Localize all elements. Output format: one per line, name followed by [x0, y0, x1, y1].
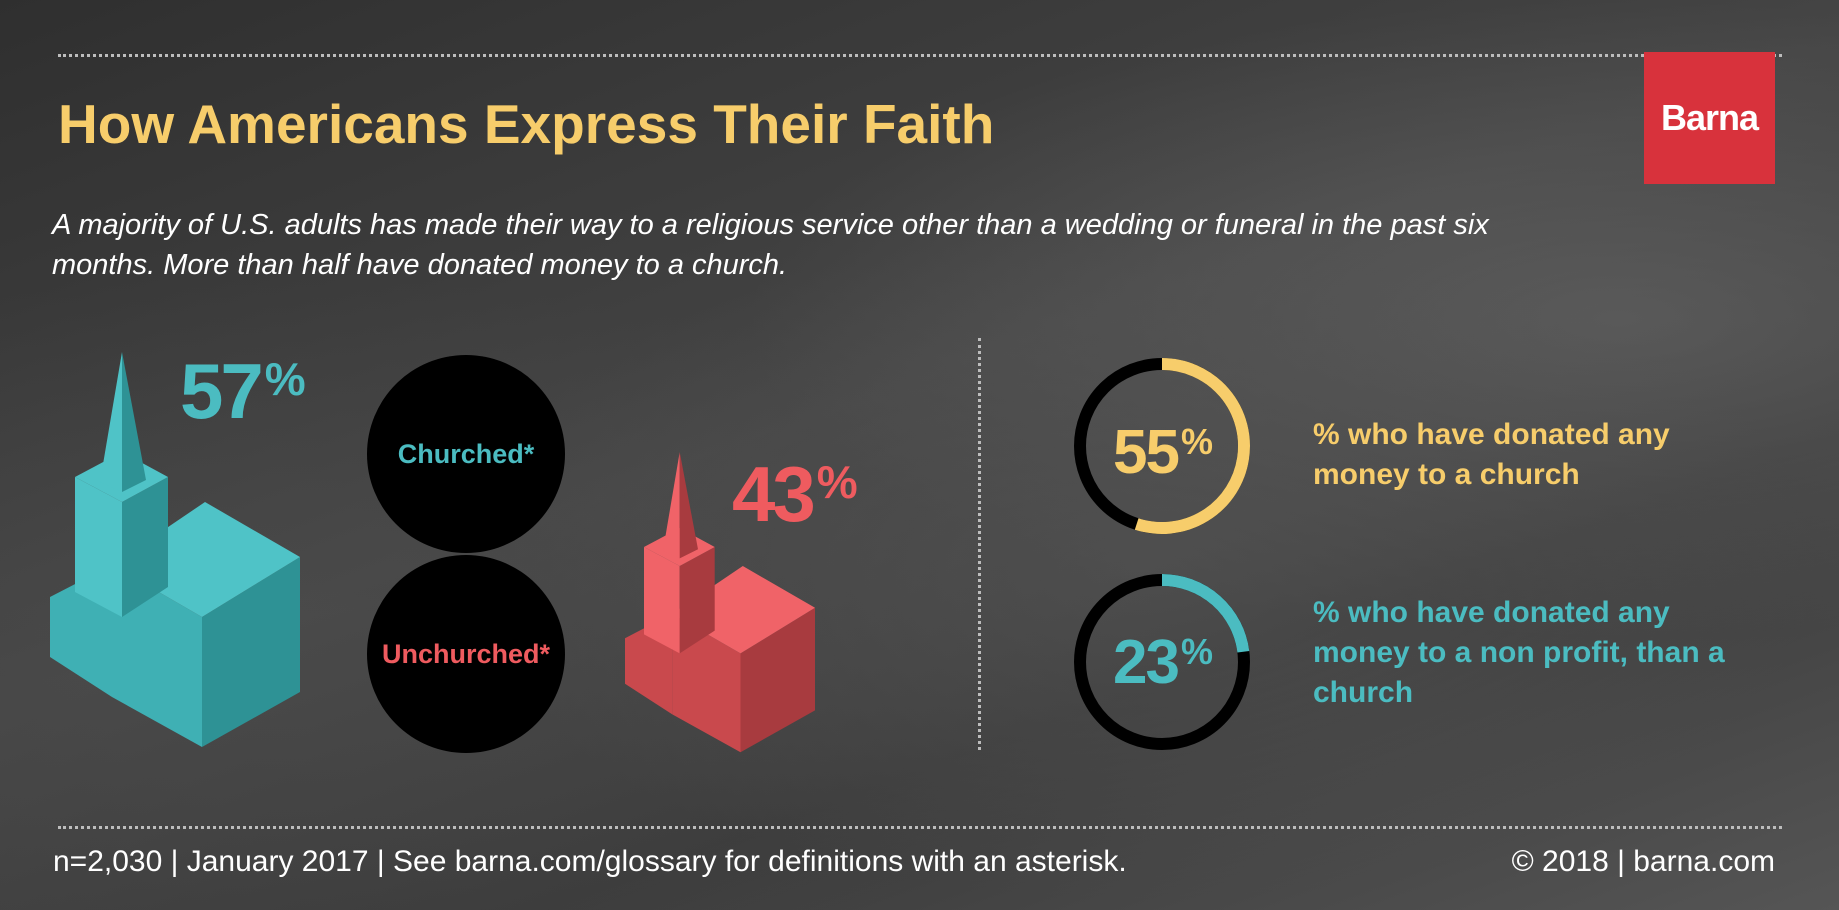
nonprofit-donation-label: % who have donated any money to a non pr…	[1313, 596, 1725, 709]
church-icon	[625, 452, 815, 753]
churched-percent: 57%	[180, 347, 306, 435]
section-divider	[978, 338, 981, 750]
church-spire-right	[679, 452, 698, 559]
church-donation-ring	[1074, 358, 1250, 534]
churched-label: Churched*	[397, 438, 535, 469]
barna-logo[interactable]: Barna	[1644, 52, 1775, 184]
church-icon	[50, 352, 300, 747]
church-donation-percent: 55%	[1113, 418, 1213, 487]
church-tower-left	[644, 547, 680, 654]
nonprofit-donation-ring	[1074, 574, 1250, 750]
unchurched-bubble: Unchurched*	[367, 555, 565, 753]
unchurched-label: Unchurched*	[381, 638, 551, 669]
top-divider	[58, 54, 1782, 57]
bottom-divider	[58, 826, 1782, 829]
churched-bubble: Churched*	[367, 355, 565, 553]
church-tower-right	[122, 477, 168, 617]
church-spire-left	[100, 352, 122, 492]
church-tower-left	[75, 477, 122, 617]
church-wall-right	[202, 557, 300, 747]
church-wall-right	[740, 607, 815, 753]
church-tower-right	[679, 547, 715, 654]
church-spire-left	[663, 452, 680, 559]
church-wall-front	[672, 613, 741, 753]
unchurched-percent: 43%	[732, 450, 858, 538]
footer-methodology: n=2,030 | January 2017 | See barna.com/g…	[53, 845, 1127, 878]
donut-arc	[1161, 574, 1250, 653]
church-spire-right	[122, 352, 146, 492]
church-wall-front	[112, 565, 202, 747]
nonprofit-donation-percent: 23%	[1113, 628, 1213, 697]
donut-arc	[1134, 358, 1250, 534]
page-subtitle: A majority of U.S. adults has made their…	[52, 209, 1489, 281]
page-title: How Americans Express Their Faith	[58, 93, 995, 155]
footer-copyright[interactable]: © 2018 | barna.com	[1511, 845, 1775, 878]
church-donation-label: % who have donated any money to a church	[1313, 418, 1670, 491]
